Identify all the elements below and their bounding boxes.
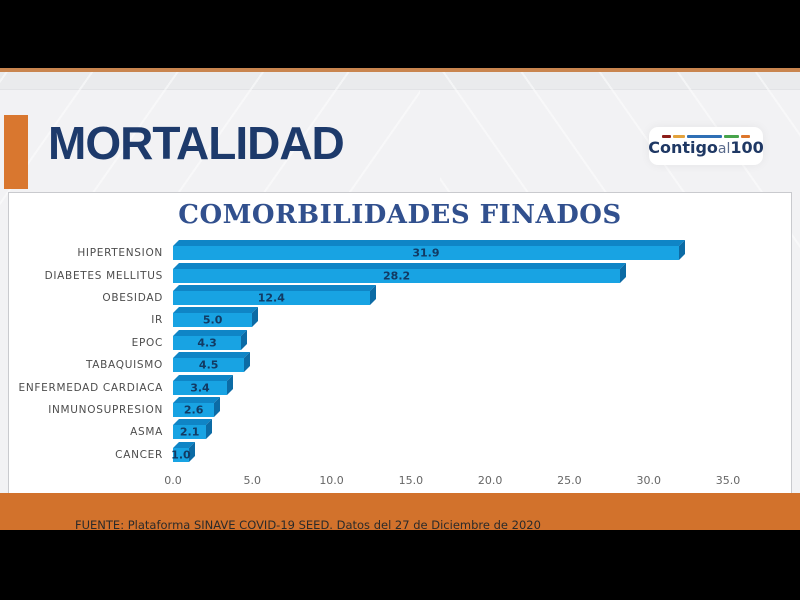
data-bar: 28.2 <box>173 268 621 283</box>
category-label: IR <box>151 314 163 327</box>
category-label: OBESIDAD <box>102 291 163 304</box>
bar-track: 4.5 <box>173 358 728 373</box>
logo-stripe-segment <box>686 135 723 138</box>
bar-track: 5.0 <box>173 313 728 328</box>
chart-row: IR 5.0 <box>9 309 791 331</box>
footer-source-text: FUENTE: Plataforma SINAVE COVID-19 SEED.… <box>75 518 541 530</box>
x-axis-tick: 35.0 <box>715 474 741 487</box>
category-label: ASMA <box>130 426 163 439</box>
logo-stripe-segment <box>724 135 740 138</box>
bar-track: 2.6 <box>173 402 728 417</box>
value-label: 3.4 <box>190 381 210 395</box>
data-bar: 4.3 <box>173 335 242 350</box>
x-axis-tick: 15.0 <box>398 474 424 487</box>
letterbox-top <box>0 0 800 68</box>
x-axis-tick: 10.0 <box>319 474 344 487</box>
chart-row: ASMA 2.1 <box>9 421 791 443</box>
category-label: TABAQUISMO <box>85 359 163 372</box>
bar-track: 3.4 <box>173 380 728 395</box>
logo-stripe-segment <box>672 135 685 138</box>
logo-stripe-segment <box>662 135 671 138</box>
bar-track: 31.9 <box>173 246 728 261</box>
chart-row: TABAQUISMO 4.5 <box>9 354 791 376</box>
data-bar: 12.4 <box>173 290 370 305</box>
value-label: 12.4 <box>257 291 285 305</box>
bar-track: 4.3 <box>173 335 728 350</box>
x-axis-tick: 20.0 <box>477 474 503 487</box>
bar-track: 28.2 <box>173 268 728 283</box>
data-bar: 4.5 <box>173 358 245 373</box>
chart-row: CANCER 1.0 <box>9 444 791 466</box>
value-label: 2.1 <box>179 425 200 439</box>
value-label: 2.6 <box>183 403 204 417</box>
value-label: 5.0 <box>202 313 223 327</box>
value-label: 31.9 <box>412 246 440 260</box>
logo-word-number: 100 <box>730 138 764 157</box>
title-accent-bar <box>4 115 28 189</box>
chart-row: DIABETES MELLITUS 28.2 <box>9 264 791 286</box>
logo-color-stripe <box>662 135 751 138</box>
x-axis-tick: 30.0 <box>636 474 661 487</box>
bar-track: 1.0 <box>171 447 728 462</box>
chart-row: OBESIDAD 12.4 <box>9 287 791 309</box>
chart-row: INMUNOSUPRESION 2.6 <box>9 399 791 421</box>
value-label: 28.2 <box>383 269 411 283</box>
category-label: ENFERMEDAD CARDIACA <box>18 381 163 394</box>
letterbox-bottom <box>0 530 800 600</box>
category-label: HIPERTENSION <box>77 247 163 260</box>
chart-row: HIPERTENSION 31.9 <box>9 242 791 264</box>
bar-track: 2.1 <box>173 425 728 440</box>
bar-track: 12.4 <box>173 290 728 305</box>
category-label: DIABETES MELLITUS <box>44 269 163 282</box>
data-bar: 5.0 <box>173 313 253 328</box>
data-bar: 1.0 <box>171 447 191 462</box>
data-bar: 2.6 <box>173 402 215 417</box>
data-bar: 31.9 <box>173 246 679 261</box>
x-axis-tick: 25.0 <box>557 474 582 487</box>
bar-rows: HIPERTENSION 31.9 DIABETES MELLITUS 28.2 OBE… <box>9 242 791 466</box>
data-bar: 2.1 <box>173 425 207 440</box>
data-bar: 3.4 <box>173 380 227 395</box>
chart-row: ENFERMEDAD CARDIACA 3.4 <box>9 376 791 398</box>
footer-band: FUENTE: Plataforma SINAVE COVID-19 SEED.… <box>0 493 800 530</box>
x-axis-tick: 5.0 <box>243 474 262 487</box>
chart-row: EPOC 4.3 <box>9 332 791 354</box>
logo-word-bold: Contigo <box>648 138 718 157</box>
header-strip <box>0 72 800 90</box>
category-label: INMUNOSUPRESION <box>48 403 163 416</box>
chart-title: COMORBILIDADES FINADOS <box>178 200 622 230</box>
page-title: MORTALIDAD <box>48 117 345 169</box>
value-label: 1.0 <box>171 448 191 462</box>
x-axis-tick: 0.0 <box>164 474 182 487</box>
category-label: EPOC <box>131 336 163 349</box>
chart-panel: COMORBILIDADES FINADOS HIPERTENSION 31.9 D… <box>8 192 792 494</box>
value-label: 4.3 <box>197 336 217 350</box>
value-label: 4.5 <box>198 358 219 372</box>
logo-word-light: al <box>717 141 731 157</box>
logo-text: Contigoal100 <box>648 138 764 158</box>
category-label: CANCER <box>115 448 163 461</box>
slide: MORTALIDAD Contigoal100 COMORBILIDADES F… <box>0 72 800 530</box>
logo-stripe-segment <box>741 135 751 138</box>
orange-divider <box>0 68 800 72</box>
contigo-al-100-logo: Contigoal100 <box>648 127 764 165</box>
x-axis: 0.0 5.0 10.0 15.0 20.0 25.0 30.0 35.0 <box>164 474 740 490</box>
